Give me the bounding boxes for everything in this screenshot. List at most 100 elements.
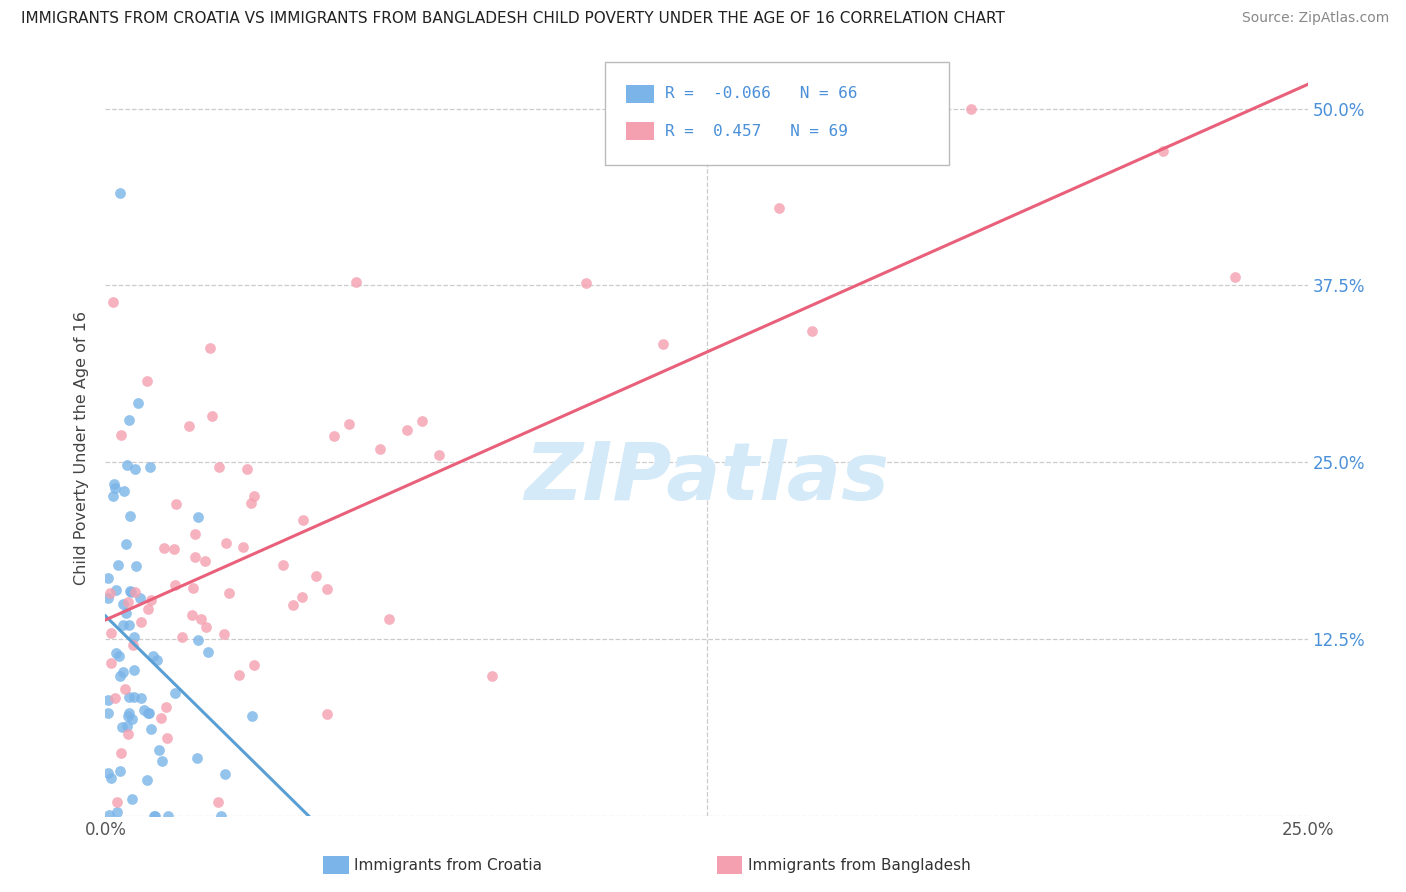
Point: [316, 582, 339, 597]
Point: [105, 795, 128, 809]
Point: [186, 750, 208, 764]
Point: [184, 550, 207, 565]
Point: [104, 582, 127, 597]
Point: [292, 513, 315, 527]
Point: [104, 481, 127, 495]
Point: [183, 527, 205, 541]
Point: [101, 490, 124, 504]
Point: [107, 648, 129, 663]
Point: [181, 581, 204, 595]
Point: [155, 699, 177, 714]
Point: [97, 571, 120, 585]
Point: [801, 324, 824, 338]
Point: [165, 497, 187, 511]
Point: [103, 477, 125, 491]
Point: [117, 595, 139, 609]
Point: [117, 708, 139, 723]
Point: [1152, 144, 1174, 158]
Point: [129, 690, 152, 705]
Point: [118, 509, 141, 524]
Point: [100, 625, 122, 640]
Point: [108, 186, 131, 201]
Point: [110, 428, 132, 442]
Point: [121, 791, 143, 805]
Point: [122, 630, 145, 644]
Point: [236, 462, 259, 476]
Point: [120, 583, 142, 598]
Point: [111, 665, 134, 679]
Point: [218, 586, 240, 600]
Point: [165, 686, 187, 700]
Point: [243, 489, 266, 503]
Point: [112, 618, 135, 632]
Text: Source: ZipAtlas.com: Source: ZipAtlas.com: [1241, 11, 1389, 25]
Point: [141, 722, 163, 736]
Text: Immigrants from Croatia: Immigrants from Croatia: [354, 858, 543, 872]
Point: [652, 337, 675, 351]
Point: [115, 458, 138, 472]
Point: [108, 669, 131, 683]
Point: [194, 619, 217, 633]
Point: [768, 201, 790, 215]
Point: [124, 585, 146, 599]
Point: [212, 627, 235, 641]
Point: [108, 764, 131, 778]
Point: [103, 295, 125, 310]
Point: [146, 653, 169, 667]
Point: [97, 693, 120, 707]
Point: [180, 608, 202, 623]
Point: [107, 558, 129, 572]
Point: [370, 442, 392, 456]
Point: [214, 767, 236, 781]
Point: [190, 612, 212, 626]
Point: [143, 809, 166, 823]
Point: [187, 510, 209, 524]
Text: R =  0.457   N = 69: R = 0.457 N = 69: [665, 124, 848, 138]
Point: [177, 419, 200, 434]
Text: ZIPatlas: ZIPatlas: [524, 439, 889, 516]
Point: [200, 341, 222, 355]
Point: [305, 569, 328, 583]
Point: [117, 727, 139, 741]
Point: [163, 542, 186, 557]
Point: [481, 668, 503, 682]
Point: [207, 795, 229, 809]
Point: [111, 720, 134, 734]
Point: [960, 102, 983, 116]
Point: [1225, 270, 1247, 285]
Point: [97, 591, 120, 606]
Point: [215, 536, 238, 550]
Point: [232, 540, 254, 554]
Point: [273, 558, 295, 572]
Point: [138, 602, 160, 616]
Point: [100, 771, 122, 785]
Point: [187, 632, 209, 647]
Point: [104, 646, 127, 660]
Point: [316, 706, 339, 721]
Point: [291, 591, 314, 605]
Point: [165, 578, 187, 592]
Point: [115, 606, 138, 620]
Point: [209, 809, 232, 823]
Point: [138, 706, 160, 720]
Point: [239, 496, 262, 510]
Y-axis label: Child Poverty Under the Age of 16: Child Poverty Under the Age of 16: [75, 311, 90, 585]
Point: [112, 483, 135, 498]
Point: [149, 711, 172, 725]
Point: [120, 585, 142, 599]
Point: [127, 396, 149, 410]
Point: [136, 374, 159, 388]
Point: [135, 773, 157, 788]
Point: [129, 615, 152, 630]
Point: [281, 598, 304, 612]
Point: [121, 638, 143, 652]
Point: [429, 448, 451, 462]
Point: [396, 423, 419, 437]
Point: [97, 706, 120, 721]
Point: [114, 681, 136, 696]
Point: [197, 645, 219, 659]
Point: [243, 657, 266, 672]
Point: [337, 417, 360, 431]
Text: IMMIGRANTS FROM CROATIA VS IMMIGRANTS FROM BANGLADESH CHILD POVERTY UNDER THE AG: IMMIGRANTS FROM CROATIA VS IMMIGRANTS FR…: [21, 11, 1005, 26]
Point: [194, 554, 217, 568]
